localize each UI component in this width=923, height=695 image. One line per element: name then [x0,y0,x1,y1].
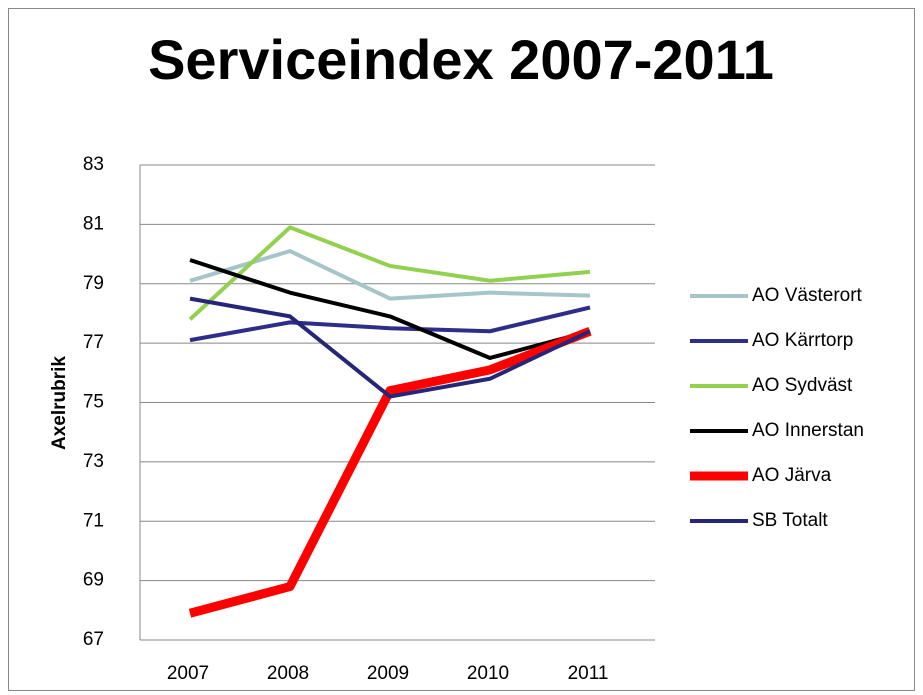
y-tick-label: 75 [83,392,104,413]
y-tick-label: 83 [83,154,104,175]
legend-label: SB Totalt [752,510,828,531]
series-line [189,249,591,301]
y-tick-label: 81 [83,213,104,234]
series-line [188,225,591,321]
y-tick-label: 67 [83,629,104,650]
chart-frame [8,8,915,691]
y-axis-label: Axelrubrik [49,356,70,450]
series-line [189,258,591,360]
legend-label: AO Sydväst [752,375,853,396]
y-tick-label: 79 [83,273,104,294]
series-line [189,296,591,399]
x-tick-label: 2010 [467,663,509,684]
y-tick-label: 71 [83,510,104,531]
y-tick-label: 73 [83,451,104,472]
series-line [189,305,591,343]
legend-label: AO Järva [752,465,832,486]
y-tick-label: 77 [83,332,104,353]
legend-label: AO Kärrtorp [752,330,853,351]
series-line [188,327,592,618]
y-tick-label: 69 [83,570,104,591]
x-tick-label: 2011 [568,663,609,684]
x-tick-label: 2007 [167,663,209,684]
chart-title: Serviceindex 2007-2011 [148,28,774,91]
x-tick-label: 2009 [367,663,409,684]
legend-label: AO Västerort [752,285,863,306]
legend-label: AO Innerstan [752,420,864,441]
x-tick-label: 2008 [267,663,309,684]
